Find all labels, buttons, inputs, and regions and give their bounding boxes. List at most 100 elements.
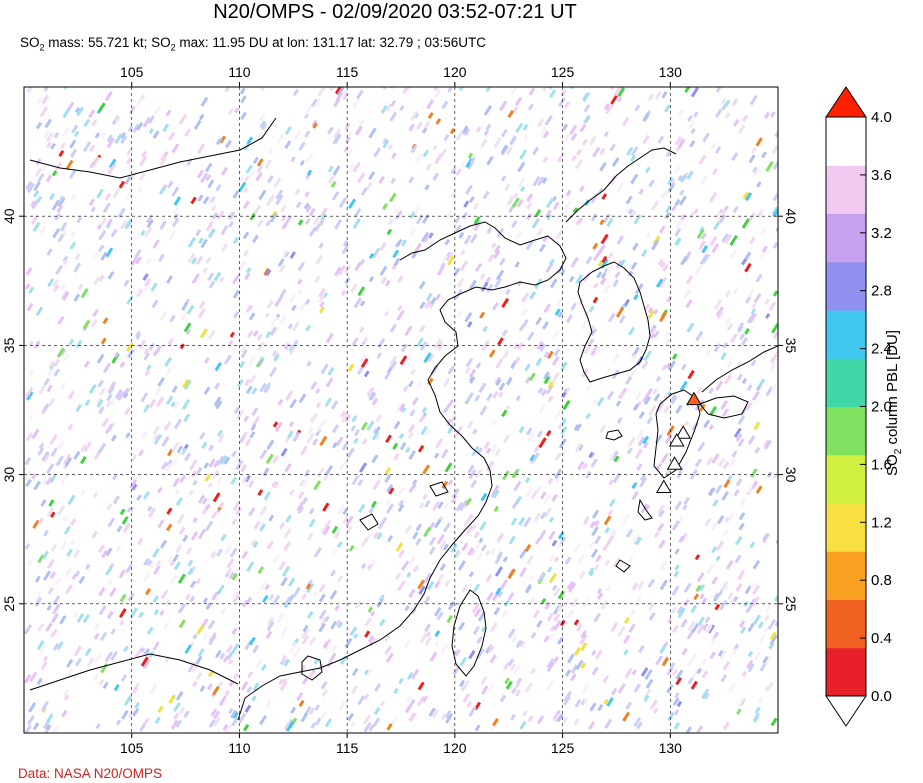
so2-pixel — [148, 398, 157, 409]
so2-pixel — [616, 96, 623, 103]
so2-pixel — [513, 342, 520, 350]
so2-pixel — [713, 592, 720, 600]
so2-pixel — [471, 602, 481, 614]
so2-pixel — [243, 249, 250, 257]
so2-pixel — [437, 501, 444, 510]
so2-pixel — [757, 621, 764, 629]
so2-pixel — [663, 405, 670, 414]
so2-pixel — [346, 447, 355, 459]
so2-pixel — [118, 569, 126, 579]
so2-pixel — [749, 541, 756, 549]
so2-pixel — [141, 150, 147, 158]
so2-pixel — [236, 409, 245, 420]
so2-pixel — [278, 678, 284, 686]
so2-pixel — [506, 146, 513, 155]
so2-pixel — [33, 480, 41, 491]
so2-pixel — [505, 680, 513, 690]
so2-pixel — [431, 709, 439, 719]
so2-pixel — [197, 648, 205, 657]
so2-pixel — [316, 421, 324, 432]
so2-pixel — [266, 439, 275, 450]
so2-pixel — [212, 469, 220, 479]
so2-pixel — [575, 158, 584, 170]
so2-pixel — [180, 447, 187, 455]
so2-pixel — [172, 553, 180, 563]
so2-pixel — [656, 462, 663, 471]
so2-pixel — [469, 376, 476, 384]
so2-pixel — [553, 656, 559, 663]
so2-pixel — [638, 477, 648, 488]
so2-pixel — [398, 433, 405, 440]
so2-pixel — [146, 219, 154, 229]
so2-pixel — [694, 265, 703, 276]
so2-pixel — [43, 570, 52, 581]
so2-pixel — [367, 606, 374, 613]
so2-pixel — [375, 414, 383, 423]
so2-pixel — [723, 721, 730, 730]
so2-pixel — [131, 483, 138, 491]
so2-pixel — [526, 202, 533, 210]
so2-pixel — [603, 103, 610, 111]
so2-pixel — [423, 526, 432, 538]
china-coastline — [237, 221, 567, 721]
so2-pixel — [594, 649, 603, 660]
so2-pixel — [537, 571, 546, 583]
so2-pixel — [436, 573, 445, 583]
so2-pixel — [192, 680, 198, 688]
so2-pixel — [146, 364, 152, 371]
so2-pixel — [201, 497, 208, 505]
so2-pixel — [118, 608, 127, 618]
so2-pixel — [341, 88, 348, 96]
so2-pixel — [356, 366, 364, 375]
so2-pixel — [635, 536, 643, 546]
so2-pixel — [232, 273, 241, 285]
so2-pixel — [40, 661, 48, 671]
so2-pixel — [572, 207, 579, 214]
so2-pixel — [308, 636, 317, 646]
so2-pixel — [454, 648, 461, 657]
so2-pixel — [170, 719, 179, 730]
so2-pixel — [479, 521, 487, 531]
so2-pixel — [744, 262, 752, 273]
so2-pixel — [331, 424, 340, 434]
so2-pixel — [418, 502, 425, 509]
so2-pixel — [98, 102, 106, 112]
so2-pixel — [526, 212, 532, 221]
so2-pixel — [525, 240, 534, 251]
so2-pixel — [675, 677, 683, 686]
so2-pixel — [175, 544, 183, 554]
so2-pixel — [351, 415, 358, 423]
so2-pixel — [432, 172, 440, 181]
so2-pixel — [341, 413, 349, 423]
so2-pixel — [543, 351, 550, 358]
so2-pixel — [258, 189, 267, 201]
so2-pixel — [540, 491, 547, 500]
so2-pixel — [434, 153, 443, 165]
so2-pixel — [253, 204, 262, 215]
so2-pixel — [191, 257, 198, 265]
so2-pixel — [708, 192, 718, 203]
colorbar-tick-label: 0.0 — [871, 688, 892, 705]
so2-pixel — [132, 707, 140, 717]
so2-pixel — [433, 87, 440, 92]
so2-pixel — [318, 219, 325, 227]
so2-pixel — [594, 345, 601, 353]
so2-pixel — [711, 546, 718, 554]
so2-pixel — [399, 355, 408, 366]
so2-pixel — [747, 435, 756, 445]
so2-pixel — [450, 494, 458, 504]
so2-pixel — [115, 719, 122, 726]
so2-pixel — [178, 526, 186, 535]
so2-pixel — [389, 192, 397, 203]
so2-pixel — [79, 444, 87, 452]
so2-pixel — [298, 141, 306, 151]
so2-pixel — [275, 194, 284, 206]
so2-pixel — [102, 681, 109, 689]
so2-pixel — [660, 452, 669, 464]
so2-pixel — [54, 577, 62, 587]
so2-pixel — [456, 278, 465, 288]
so2-pixel — [205, 503, 211, 511]
so2-pixel — [673, 721, 681, 730]
so2-pixel — [467, 152, 474, 159]
so2-pixel — [617, 87, 626, 97]
